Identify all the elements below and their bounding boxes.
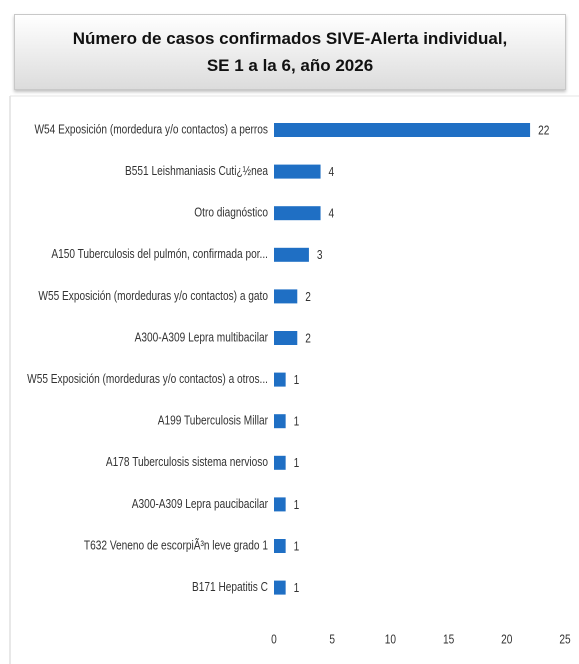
y-tick-label: B171 Hepatitis C: [192, 580, 268, 594]
title-line: SE 1 a la 6, año 2026: [206, 56, 374, 75]
bar: [274, 123, 531, 137]
data-label: 1: [294, 414, 300, 428]
y-tick-label: A199 Tuberculosis Millar: [158, 413, 268, 427]
x-tick-label: 10: [385, 632, 397, 646]
x-tick-label: 15: [443, 632, 454, 646]
bar: [274, 455, 286, 470]
title-box: Número de casos confirmados SIVE-Alerta …: [14, 14, 566, 90]
bar: [274, 372, 286, 387]
x-tick-label: 5: [329, 632, 335, 646]
bar: [274, 497, 286, 512]
data-label: 2: [305, 290, 311, 304]
y-tick-label: T632 Veneno de escorpiÃ³n leve grado 1: [84, 538, 268, 552]
x-tick-label: 25: [559, 632, 570, 646]
bar: [274, 206, 321, 221]
data-label: 22: [538, 123, 549, 137]
data-label: 4: [329, 165, 335, 179]
x-tick-label: 0: [271, 632, 277, 646]
bar: [274, 414, 286, 429]
data-label: 2: [305, 331, 311, 345]
y-tick-label: A300-A309 Lepra multibacilar: [135, 330, 268, 344]
bar: [274, 580, 286, 595]
y-tick-label: W55 Exposición (mordeduras y/o contactos…: [27, 372, 268, 386]
data-label: 1: [294, 539, 300, 553]
title-line: Número de casos confirmados SIVE-Alerta …: [72, 29, 508, 48]
data-label: 1: [294, 581, 300, 595]
x-tick-label: 20: [501, 632, 513, 646]
bar: [274, 331, 298, 345]
y-tick-label: A300-A309 Lepra paucibacilar: [132, 497, 268, 511]
bar: [274, 164, 321, 179]
data-label: 1: [294, 498, 300, 512]
data-label: 3: [317, 248, 323, 262]
y-tick-label: B551 Leishmaniasis Cuti¿½nea: [125, 164, 268, 178]
y-tick-label: A150 Tuberculosis del pulmón, confirmada…: [51, 247, 268, 261]
data-label: 1: [294, 373, 300, 387]
bar: [274, 289, 298, 304]
data-label: 1: [294, 456, 300, 470]
data-label: 4: [329, 206, 335, 220]
y-tick-label: W55 Exposición (mordeduras y/o contactos…: [38, 289, 268, 303]
y-tick-label: W54 Exposición (mordedura y/o contactos)…: [34, 122, 268, 136]
bar: [274, 539, 286, 553]
y-tick-label: Otro diagnóstico: [194, 205, 268, 219]
bar: [274, 247, 309, 262]
y-tick-label: A178 Tuberculosis sistema nervioso: [106, 455, 268, 469]
